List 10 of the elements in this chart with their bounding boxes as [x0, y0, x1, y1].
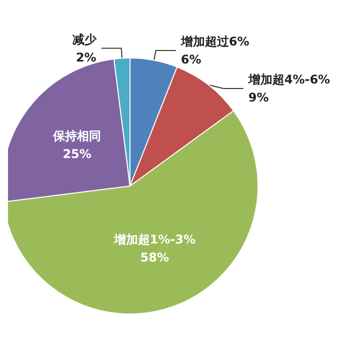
- slice-label: 增加超4%-6%: [247, 72, 330, 86]
- data-label: 2%: [76, 50, 96, 64]
- data-label: 58%: [140, 250, 170, 264]
- data-label: 25%: [62, 146, 92, 161]
- slice-label: 增加超1%-3%: [112, 232, 196, 246]
- slice-label: 增加超过6%: [180, 34, 250, 48]
- data-label: 6%: [180, 52, 202, 66]
- data-label: 9%: [248, 90, 269, 104]
- slice-label: 减少: [72, 32, 98, 46]
- slice-label: 保持相同: [52, 128, 102, 143]
